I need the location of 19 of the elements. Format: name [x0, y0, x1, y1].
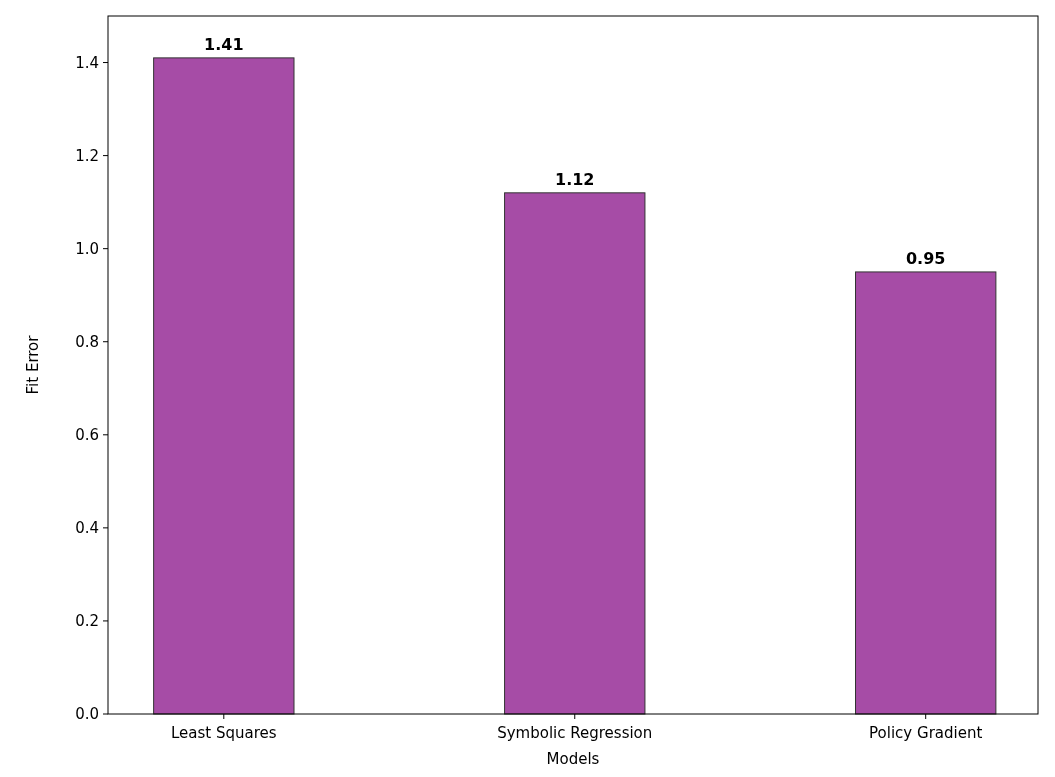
y-tick-label: 1.0	[75, 239, 99, 258]
y-axis-title: Fit Error	[24, 334, 42, 395]
y-tick-label: 0.6	[75, 426, 99, 445]
x-tick-label: Least Squares	[171, 724, 277, 742]
x-axis-title: Models	[546, 750, 600, 768]
data-label: 0.95	[905, 248, 946, 268]
data-label: 1.41	[204, 34, 244, 54]
y-tick-label: 1.2	[75, 146, 99, 165]
data-label: 1.12	[555, 169, 595, 189]
bar	[153, 57, 295, 715]
bar	[504, 192, 646, 715]
bar	[855, 271, 997, 715]
y-tick-label: 0.2	[75, 612, 99, 631]
y-tick-label: 0.8	[75, 332, 99, 351]
x-tick-label: Policy Gradient	[869, 724, 983, 742]
y-tick-label: 1.4	[75, 53, 99, 72]
x-tick-label: Symbolic Regression	[497, 724, 653, 742]
y-tick-label: 0.4	[75, 519, 99, 538]
y-tick-label: 0.0	[75, 705, 99, 724]
